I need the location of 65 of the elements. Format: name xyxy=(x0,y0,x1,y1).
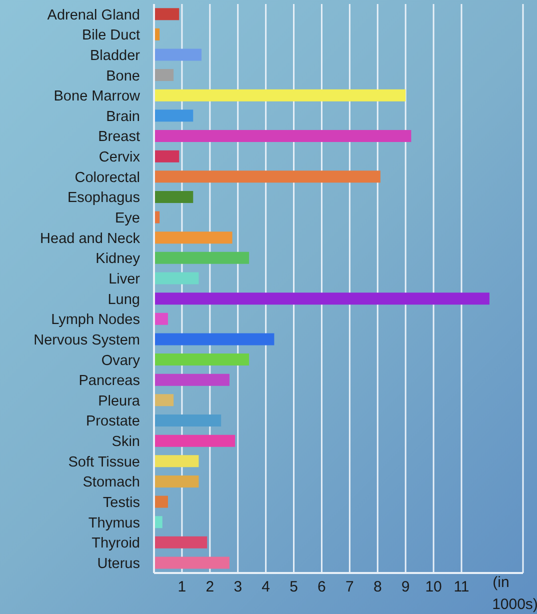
y-tick-label: Pleura xyxy=(98,393,141,410)
x-tick-label: 10 xyxy=(425,578,442,596)
bar xyxy=(154,8,180,20)
x-tick-label: 5 xyxy=(290,578,298,596)
y-tick-label: Breast xyxy=(98,129,140,146)
bar xyxy=(154,292,490,305)
bar xyxy=(154,190,194,203)
bar xyxy=(154,170,380,183)
y-tick-label: Bladder xyxy=(90,48,140,64)
x-tick-label: 6 xyxy=(318,578,326,596)
bar xyxy=(154,150,180,162)
x-tick-label: 2 xyxy=(206,578,214,596)
y-tick-label: Bone Marrow xyxy=(54,88,141,105)
y-tick-label: Kidney xyxy=(96,251,141,268)
y-tick-label: Head and Neck xyxy=(40,230,141,247)
y-tick-label: Lung xyxy=(108,292,140,308)
y-tick-label: Cervix xyxy=(98,150,141,166)
x-tick-label: 1 xyxy=(178,578,186,596)
bar xyxy=(154,272,199,284)
y-tick-label: Eye xyxy=(115,210,140,227)
x-tick-label: 4 xyxy=(262,578,270,596)
y-tick-label: Ovary xyxy=(101,352,141,369)
y-tick-label: Lymph Nodes xyxy=(51,312,140,328)
y-tick-label: Pancreas xyxy=(78,373,140,390)
y-tick-label: Prostate xyxy=(86,414,140,430)
y-tick-label: Nervous System xyxy=(34,332,140,348)
bar xyxy=(154,333,274,346)
bar xyxy=(154,312,168,325)
bar xyxy=(154,536,208,548)
bar xyxy=(154,496,168,508)
y-tick-label: Skin xyxy=(112,434,140,450)
y-tick-label: Liver xyxy=(108,271,140,288)
y-tick-label: Thymus xyxy=(88,515,140,532)
bar xyxy=(154,374,230,386)
bar xyxy=(154,475,199,488)
x-tick-label: 9 xyxy=(401,578,410,596)
y-tick-label: Bile Duct xyxy=(82,28,140,44)
bar xyxy=(154,414,222,426)
y-tick-label: Stomach xyxy=(82,474,140,491)
bar xyxy=(154,89,406,102)
y-tick-label: Thyroid xyxy=(92,536,140,552)
bar xyxy=(154,252,250,264)
bar xyxy=(154,434,236,447)
x-tick-label: 7 xyxy=(346,578,354,596)
x-tick-label: 3 xyxy=(234,578,242,596)
bar xyxy=(154,110,194,122)
bar xyxy=(154,48,202,61)
x-axis-title: (in 1000s) xyxy=(492,574,537,613)
y-tick-label: Adrenal Gland xyxy=(47,7,140,24)
y-tick-label: Brain xyxy=(106,108,140,125)
bar xyxy=(154,130,412,142)
y-tick-label: Soft Tissue xyxy=(68,454,140,470)
y-tick-label: Testis xyxy=(102,495,140,512)
y-tick-label: Uterus xyxy=(97,556,140,572)
bar xyxy=(154,455,199,468)
bar xyxy=(154,232,232,244)
y-tick-label: Esophagus xyxy=(67,190,140,206)
bar xyxy=(154,394,174,406)
x-tick-label: 8 xyxy=(373,578,382,596)
y-tick-label: Bone xyxy=(106,68,140,84)
y-tick-label: Colorectal xyxy=(74,170,140,186)
x-tick-label: 11 xyxy=(454,578,470,596)
bar xyxy=(154,556,230,569)
bar xyxy=(154,354,250,366)
bar xyxy=(154,69,174,82)
